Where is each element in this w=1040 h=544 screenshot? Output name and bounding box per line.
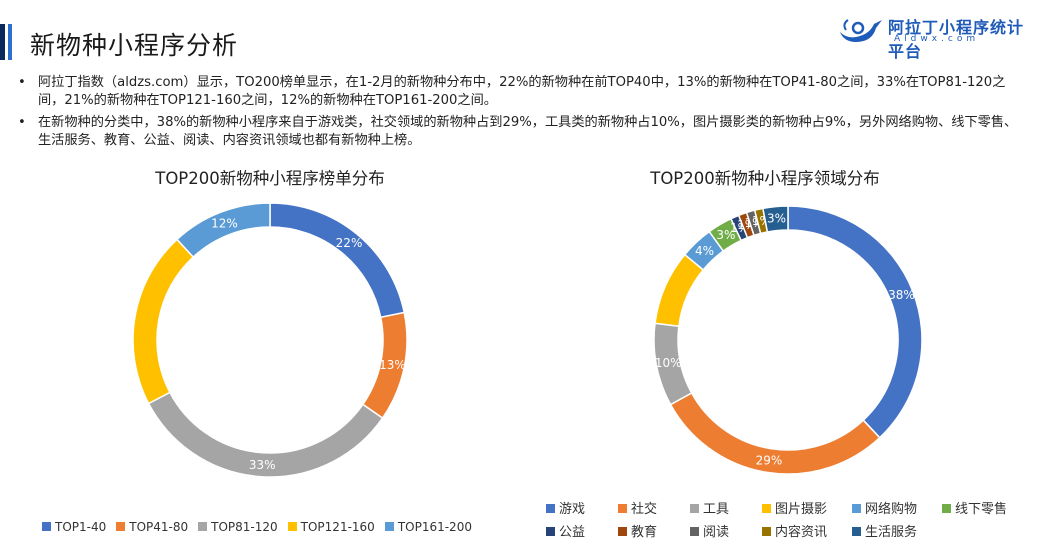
title-accent-bar — [0, 24, 14, 60]
lamp-logo-icon — [840, 19, 882, 42]
domain-legend-swatch-7 — [618, 527, 627, 536]
bullet-item: • 阿拉丁指数（aldzs.com）显示，TO200榜单显示，在1-2月的新物种… — [14, 74, 1024, 110]
domain-slice-10 — [762, 205, 789, 233]
ranking-legend-swatch-3 — [287, 522, 297, 531]
domain-legend-label-3: 图片摄影 — [775, 502, 828, 517]
domain-legend-item-2: 工具 — [690, 498, 762, 517]
aladdin-logo: 阿拉丁小程序统计平台 Aldwx.com — [838, 10, 1038, 61]
domain-legend-swatch-4 — [852, 504, 861, 513]
ranking-legend-label-0: TOP1-40 — [55, 520, 107, 534]
domain-data-label-0: 38% — [888, 288, 915, 302]
domain-legend-swatch-2 — [690, 504, 699, 513]
ranking-legend-item-3: TOP121-160 — [287, 520, 375, 534]
logo-text: 阿拉丁小程序统计平台 — [888, 18, 1025, 61]
domain-legend-item-4: 网络购物 — [852, 498, 942, 517]
domain-data-label-4: 4% — [695, 244, 714, 258]
domain-legend-item-8: 阅读 — [690, 521, 762, 540]
ranking-legend-swatch-0 — [42, 522, 51, 531]
ranking-legend-item-1: TOP41-80 — [116, 520, 188, 534]
logo-subtext: Aldwx.com — [894, 34, 980, 44]
ranking-legend-label-4: TOP161-200 — [397, 520, 472, 534]
ranking-legend-label-2: TOP81-120 — [211, 520, 278, 534]
domain-data-label-1: 29% — [756, 453, 783, 467]
domain-legend-label-8: 阅读 — [703, 525, 730, 540]
domain-legend-label-2: 工具 — [703, 502, 730, 517]
domain-legend-swatch-9 — [762, 527, 771, 536]
ranking-legend-item-0: TOP1-40 — [42, 520, 106, 534]
domain-legend-label-10: 生活服务 — [865, 525, 918, 540]
bullet-text-ranking: 阿拉丁指数（aldzs.com）显示，TO200榜单显示，在1-2月的新物种分布… — [38, 75, 1006, 108]
domain-legend-label-5: 线下零售 — [955, 502, 1008, 517]
domain-slice-3 — [654, 253, 705, 328]
legend-domain: 游戏 社交 工具 图片摄影 网络购物 线下零售公益 教育 阅读 内容资讯 生活服务 — [546, 498, 1026, 544]
domain-legend-item-10: 生活服务 — [852, 521, 924, 540]
domain-legend-swatch-0 — [546, 504, 555, 513]
ranking-legend-swatch-1 — [116, 522, 126, 531]
ranking-slice-3 — [132, 238, 195, 405]
domain-legend-swatch-5 — [942, 504, 951, 513]
ranking-data-label-4: 12% — [211, 217, 238, 231]
chart-title-ranking: TOP200新物种小程序榜单分布 — [155, 169, 385, 188]
domain-legend-label-0: 游戏 — [559, 502, 586, 517]
ranking-legend-label-3: TOP121-160 — [300, 520, 375, 534]
domain-legend-swatch-8 — [690, 527, 699, 536]
page-title: 新物种小程序分析 — [30, 31, 239, 60]
domain-data-label-2: 10% — [655, 356, 682, 370]
ranking-legend-swatch-2 — [198, 522, 208, 531]
domain-legend-label-6: 公益 — [559, 525, 586, 540]
bullet-text-category: 在新物种的分类中，38%的新物种小程序来自于游戏类，社交领域的新物种占到29%，… — [38, 115, 1018, 148]
ranking-slice-0 — [269, 202, 406, 319]
ranking-data-label-0: 22% — [336, 236, 363, 250]
donut-chart-ranking: 22% 13% 33% 12% — [132, 202, 408, 478]
domain-legend-item-6: 公益 — [546, 521, 618, 540]
domain-data-label-5: 3% — [716, 228, 735, 242]
domain-legend-label-4: 网络购物 — [865, 502, 918, 517]
donut-chart-domain: 38%29%10%4%3%1%1%1%1%3% — [653, 205, 923, 475]
legend-ranking: TOP1-40 TOP41-80 TOP81-120 TOP121-160 TOP161… — [42, 520, 482, 534]
ranking-legend-item-4: TOP161-200 — [384, 520, 472, 534]
domain-legend-swatch-1 — [618, 504, 627, 513]
domain-legend-swatch-10 — [852, 527, 861, 536]
ranking-slice-4 — [175, 202, 271, 259]
domain-legend-label-7: 教育 — [631, 525, 658, 540]
domain-legend-item-0: 游戏 — [546, 498, 618, 517]
ranking-data-label-1: 13% — [379, 358, 406, 372]
domain-legend-item-3: 图片摄影 — [762, 498, 852, 517]
summary-bullets: • 阿拉丁指数（aldzs.com）显示，TO200榜单显示，在1-2月的新物种… — [14, 74, 1024, 154]
bullet-dot: • — [18, 115, 26, 130]
ranking-legend-swatch-4 — [384, 522, 394, 531]
domain-legend-label-9: 内容资讯 — [775, 525, 828, 540]
ranking-legend-item-2: TOP81-120 — [198, 520, 278, 534]
ranking-data-label-2: 33% — [249, 458, 276, 472]
domain-legend-item-9: 内容资讯 — [762, 521, 852, 540]
domain-data-label-10: 3% — [767, 212, 786, 226]
domain-legend-item-7: 教育 — [618, 521, 690, 540]
domain-slice-0 — [787, 205, 923, 439]
domain-legend-item-1: 社交 — [618, 498, 690, 517]
bullet-item: • 在新物种的分类中，38%的新物种小程序来自于游戏类，社交领域的新物种占到29… — [14, 114, 1024, 150]
domain-legend-swatch-6 — [546, 527, 555, 536]
domain-legend-swatch-3 — [762, 504, 771, 513]
chart-title-domain: TOP200新物种小程序领域分布 — [650, 169, 880, 188]
domain-legend-label-1: 社交 — [631, 502, 658, 517]
ranking-legend-label-1: TOP41-80 — [129, 520, 189, 534]
domain-legend-item-5: 线下零售 — [942, 498, 1014, 517]
bullet-dot: • — [18, 75, 26, 90]
